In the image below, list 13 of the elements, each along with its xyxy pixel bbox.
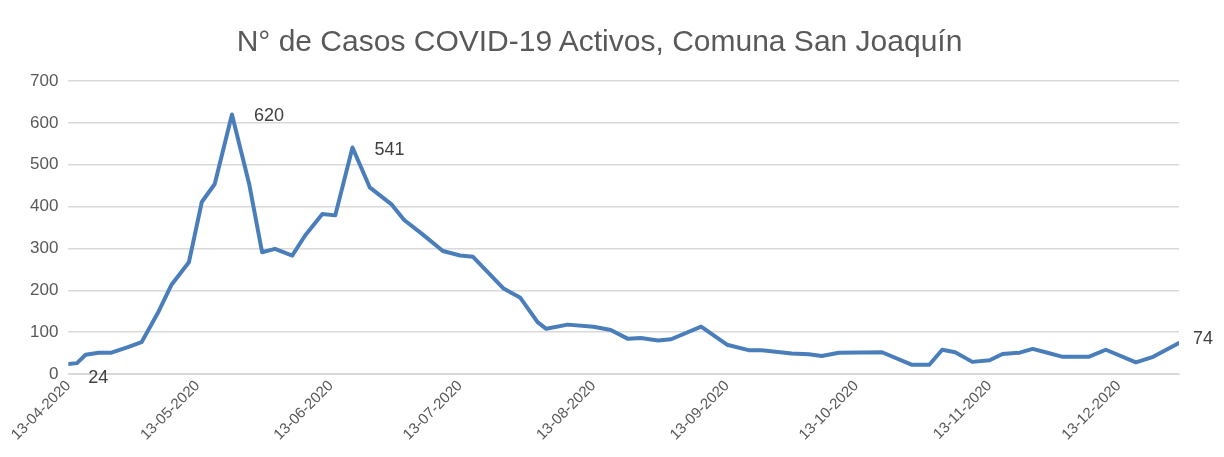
data-label: 24	[88, 366, 109, 387]
data-label: 620	[253, 105, 284, 126]
y-tick-label: 200	[29, 279, 59, 299]
y-tick-label: 0	[48, 363, 59, 383]
y-tick-label: 600	[29, 112, 59, 132]
y-tick-label: 400	[29, 196, 59, 216]
y-tick-label: 300	[29, 238, 59, 258]
y-tick-label: 100	[29, 321, 59, 341]
data-label: 541	[374, 138, 405, 159]
data-label: 74	[1193, 328, 1214, 349]
chart-title: N° de Casos COVID-19 Activos, Comuna San Joaquín	[236, 24, 963, 58]
y-tick-label: 700	[29, 70, 59, 90]
y-tick-label: 500	[29, 154, 59, 174]
